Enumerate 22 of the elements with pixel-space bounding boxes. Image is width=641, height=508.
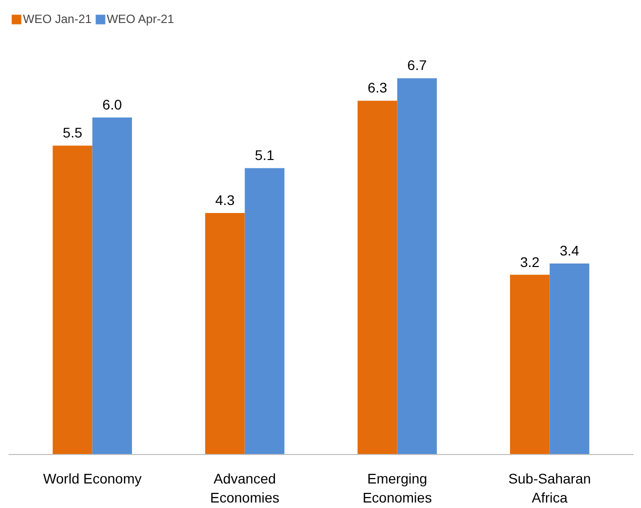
legend-label: WEO Jan-21 (23, 12, 92, 26)
x-tick-label: Advanced Economies (210, 470, 280, 506)
bar (244, 168, 284, 454)
data-label: 5.1 (254, 147, 275, 164)
data-label: 6.3 (368, 80, 388, 96)
bar (550, 264, 590, 454)
data-label: 5.5 (62, 124, 82, 141)
bar (510, 274, 550, 454)
data-label: 6.7 (407, 57, 427, 74)
data-label: 4.3 (215, 192, 235, 208)
bar (52, 146, 92, 454)
data-label: 3.4 (560, 242, 580, 259)
x-tick-label: Sub-Saharan Africa (508, 470, 591, 506)
x-tick-label: Emerging Economies (362, 470, 432, 506)
x-tick-label: World Economy (43, 470, 142, 486)
bar (358, 100, 398, 454)
bar (92, 118, 132, 454)
legend-label: WEO Apr-21 (106, 12, 174, 26)
data-label: 3.2 (520, 254, 540, 270)
bar (397, 78, 437, 454)
data-label: 6.0 (102, 96, 122, 113)
bar (205, 213, 245, 454)
